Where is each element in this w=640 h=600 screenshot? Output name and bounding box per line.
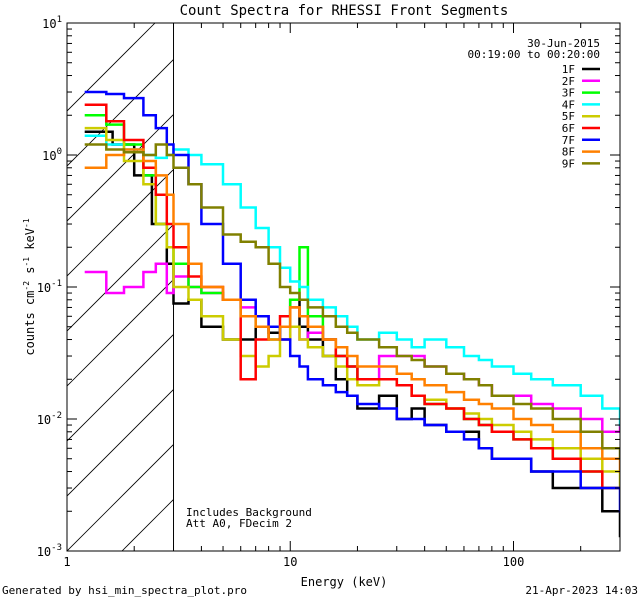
- annotation-attenuator: Att A0, FDecim 2: [186, 517, 292, 530]
- date-label: 30-Jun-2015: [527, 37, 600, 50]
- series-5F: [84, 126, 620, 490]
- time-range-label: 00:19:00 to 00:20:00: [468, 48, 600, 61]
- legend-label-1F: 1F: [562, 63, 575, 76]
- legend-label-6F: 6F: [562, 122, 575, 135]
- legend-label-7F: 7F: [562, 134, 575, 147]
- x-tick-label: 10: [283, 555, 297, 569]
- annotation-background: Includes Background: [186, 506, 312, 519]
- y-tick-label: 10-3: [37, 543, 62, 559]
- y-tick-label: 10-1: [37, 279, 62, 295]
- hatch-line: [342, 0, 640, 551]
- y-tick-label: 101: [42, 15, 62, 31]
- series-9F: [84, 143, 620, 460]
- legend-label-4F: 4F: [562, 98, 575, 111]
- chart-title: Count Spectra for RHESSI Front Segments: [180, 3, 509, 19]
- hatch-line: [67, 388, 174, 497]
- hatch-line: [67, 113, 174, 222]
- legend-label-9F: 9F: [562, 157, 575, 170]
- hatch-line: [67, 333, 174, 442]
- legend-label-2F: 2F: [562, 75, 575, 88]
- series-7F: [84, 90, 620, 513]
- x-axis-label: Energy (keV): [301, 575, 388, 589]
- legend-label-3F: 3F: [562, 87, 575, 100]
- y-tick-label: 10-2: [37, 411, 62, 427]
- background-hatch-region: [67, 0, 640, 551]
- hatch-line: [287, 0, 640, 551]
- legend-label-8F: 8F: [562, 146, 575, 159]
- footer-date: 21-Apr-2023 14:03: [525, 584, 638, 597]
- hatch-line: [67, 443, 174, 551]
- hatch-line: [67, 168, 174, 277]
- hatch-line: [67, 223, 174, 332]
- y-axis-label: counts cm-2 s-1 keV-1: [22, 218, 37, 355]
- series-2F: [84, 262, 620, 434]
- legend-label-5F: 5F: [562, 110, 575, 123]
- x-tick-label: 1: [63, 555, 70, 569]
- footer-generated-by: Generated by hsi_min_spectra_plot.pro: [2, 584, 247, 597]
- hatch-line: [452, 0, 640, 551]
- y-tick-label: 100: [42, 147, 62, 163]
- hatch-line: [67, 23, 156, 112]
- series-6F: [84, 103, 620, 490]
- series-3F: [84, 114, 620, 490]
- series-8F: [84, 148, 620, 473]
- hatch-line: [232, 0, 640, 551]
- x-tick-label: 100: [503, 555, 525, 569]
- hatch-line: [67, 278, 174, 387]
